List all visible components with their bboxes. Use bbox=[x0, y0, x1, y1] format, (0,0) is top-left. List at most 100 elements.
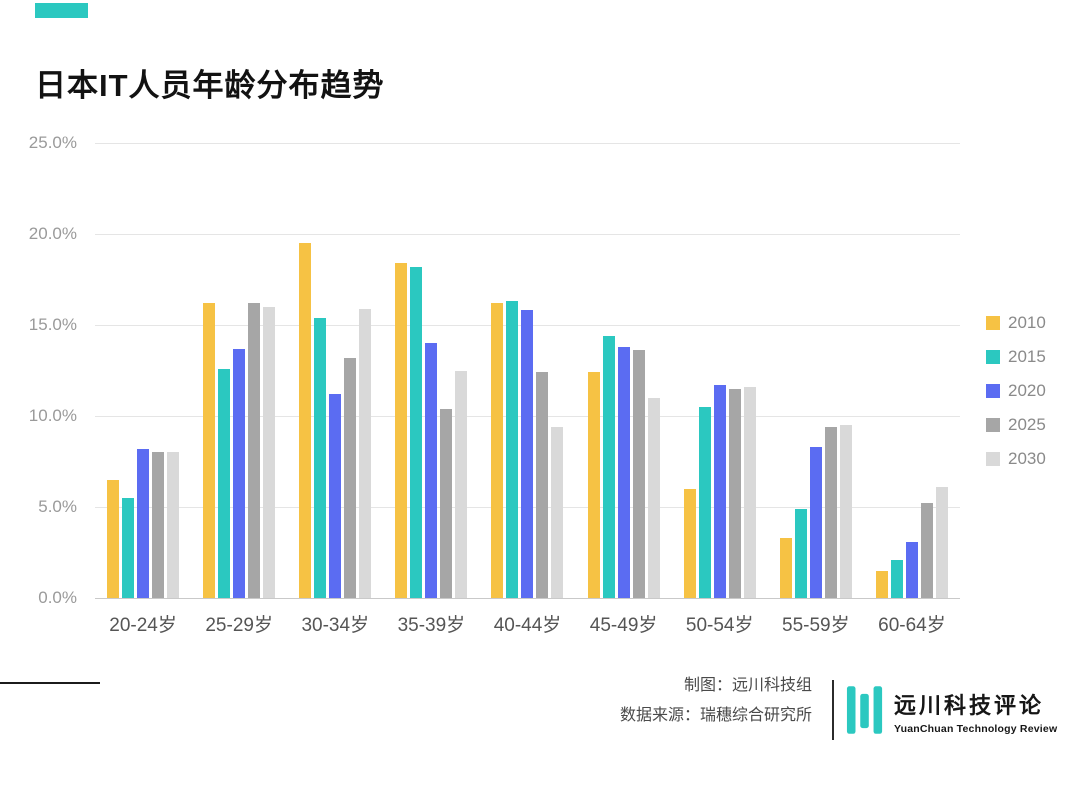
x-tick-label: 55-59岁 bbox=[782, 615, 850, 636]
x-axis-line bbox=[95, 598, 960, 599]
legend-swatch bbox=[986, 316, 1000, 330]
bar-group bbox=[287, 143, 383, 598]
x-tick-label: 60-64岁 bbox=[878, 615, 946, 636]
x-tick-label: 45-49岁 bbox=[589, 615, 658, 636]
credit-maker: 制图：远川科技组 bbox=[683, 677, 812, 694]
x-tick-label: 35-39岁 bbox=[397, 615, 466, 636]
plot-area bbox=[95, 143, 960, 599]
legend-item-2015: 2015 bbox=[986, 340, 1046, 374]
accent-bar bbox=[35, 3, 88, 18]
legend-item-2020: 2020 bbox=[986, 374, 1046, 408]
bar-2010 bbox=[107, 479, 120, 598]
bar-2025 bbox=[344, 357, 357, 598]
bar-group bbox=[383, 143, 479, 598]
bar-2010 bbox=[491, 303, 504, 598]
legend-item-2025: 2025 bbox=[986, 408, 1046, 442]
y-tick-label: 15.0% bbox=[28, 315, 77, 334]
bar-2030 bbox=[167, 452, 180, 598]
legend-item-2030: 2030 bbox=[986, 442, 1046, 476]
brand-text: 远川科技评论 YuanChuan Technology Review bbox=[894, 688, 1057, 735]
brand-subtitle: YuanChuan Technology Review bbox=[894, 722, 1058, 735]
footer-rule bbox=[0, 682, 100, 684]
bars-container bbox=[95, 143, 960, 598]
bar-2025 bbox=[152, 452, 165, 598]
y-axis: 25.0% 20.0% 15.0% 10.0% 5.0% 0.0% bbox=[0, 133, 85, 607]
x-tick-label: 20-24岁 bbox=[109, 615, 177, 636]
yuanchuan-logo-icon bbox=[846, 686, 883, 734]
bar-2030 bbox=[551, 426, 564, 598]
bar-2010 bbox=[875, 570, 888, 598]
bar-2020 bbox=[713, 385, 726, 598]
y-tick-label: 20.0% bbox=[28, 224, 77, 243]
gridline bbox=[95, 234, 960, 235]
y-tick-label: 25.0% bbox=[28, 133, 77, 152]
brand-name: 远川科技评论 bbox=[894, 692, 1045, 718]
bar-2025 bbox=[440, 408, 453, 598]
bar-group bbox=[95, 143, 191, 598]
bar-2010 bbox=[395, 263, 408, 598]
x-tick-label: 25-29岁 bbox=[205, 615, 273, 636]
bar-2030 bbox=[359, 308, 372, 598]
brand-logo: 远川科技评论 YuanChuan Technology Review bbox=[846, 685, 1057, 737]
legend-swatch bbox=[986, 418, 1000, 432]
bar-2030 bbox=[455, 370, 468, 598]
y-tick-label: 0.0% bbox=[38, 588, 77, 607]
bar-2015 bbox=[794, 508, 807, 598]
legend-swatch bbox=[986, 350, 1000, 364]
legend-label: 2010 bbox=[1008, 313, 1046, 332]
bar-2030 bbox=[263, 306, 276, 598]
chart-credits: 制图：远川科技组 数据来源：瑞穗综合研究所 bbox=[620, 671, 812, 731]
bar-2015 bbox=[122, 497, 135, 598]
legend-swatch bbox=[986, 384, 1000, 398]
bar-2030 bbox=[743, 386, 756, 598]
bar-2015 bbox=[602, 335, 615, 598]
bar-2020 bbox=[809, 446, 822, 598]
legend-label: 2030 bbox=[1008, 449, 1046, 468]
bar-2015 bbox=[506, 301, 519, 598]
bar-2015 bbox=[410, 266, 423, 598]
x-tick-label: 50-54岁 bbox=[685, 615, 754, 636]
bar-group bbox=[864, 143, 960, 598]
bar-2020 bbox=[425, 343, 438, 598]
bar-2020 bbox=[137, 448, 150, 598]
x-axis: 20-24岁 25-29岁 30-34岁 35-39岁 40-44岁 45-49岁 50-5… bbox=[95, 610, 960, 637]
bar-2010 bbox=[587, 372, 600, 598]
bar-2015 bbox=[218, 368, 231, 598]
legend-swatch bbox=[986, 452, 1000, 466]
bar-group bbox=[191, 143, 287, 598]
bar-group bbox=[672, 143, 768, 598]
gridline bbox=[95, 143, 960, 144]
footer-divider bbox=[832, 680, 834, 740]
x-tick-label: 30-34岁 bbox=[301, 615, 370, 636]
legend-label: 2020 bbox=[1008, 381, 1046, 400]
y-tick-label: 5.0% bbox=[38, 497, 77, 516]
bar-2025 bbox=[536, 372, 549, 598]
chart-title: 日本IT人员年龄分布趋势 bbox=[35, 68, 385, 103]
bar-2015 bbox=[314, 317, 327, 598]
bar-2010 bbox=[203, 303, 216, 598]
bar-group bbox=[768, 143, 864, 598]
bar-2020 bbox=[617, 346, 630, 598]
bar-2030 bbox=[647, 397, 660, 598]
bar-2010 bbox=[299, 243, 312, 598]
bar-group bbox=[479, 143, 575, 598]
bar-2030 bbox=[935, 486, 948, 598]
bar-2025 bbox=[632, 350, 645, 598]
bar-2015 bbox=[890, 559, 903, 598]
bar-2025 bbox=[824, 426, 837, 598]
bar-2020 bbox=[521, 310, 534, 598]
bar-2020 bbox=[233, 348, 246, 598]
legend: 2010 2015 2020 2025 2030 bbox=[986, 306, 1046, 476]
bar-group bbox=[576, 143, 672, 598]
bar-2020 bbox=[905, 541, 918, 598]
legend-item-2010: 2010 bbox=[986, 306, 1046, 340]
bar-2020 bbox=[329, 394, 342, 598]
bar-2025 bbox=[920, 503, 933, 598]
bar-2030 bbox=[839, 425, 852, 598]
y-tick-label: 10.0% bbox=[28, 406, 77, 425]
bar-2025 bbox=[248, 303, 261, 598]
bar-2015 bbox=[698, 406, 711, 598]
legend-label: 2015 bbox=[1008, 347, 1046, 366]
credit-source: 数据来源：瑞穗综合研究所 bbox=[619, 707, 812, 724]
